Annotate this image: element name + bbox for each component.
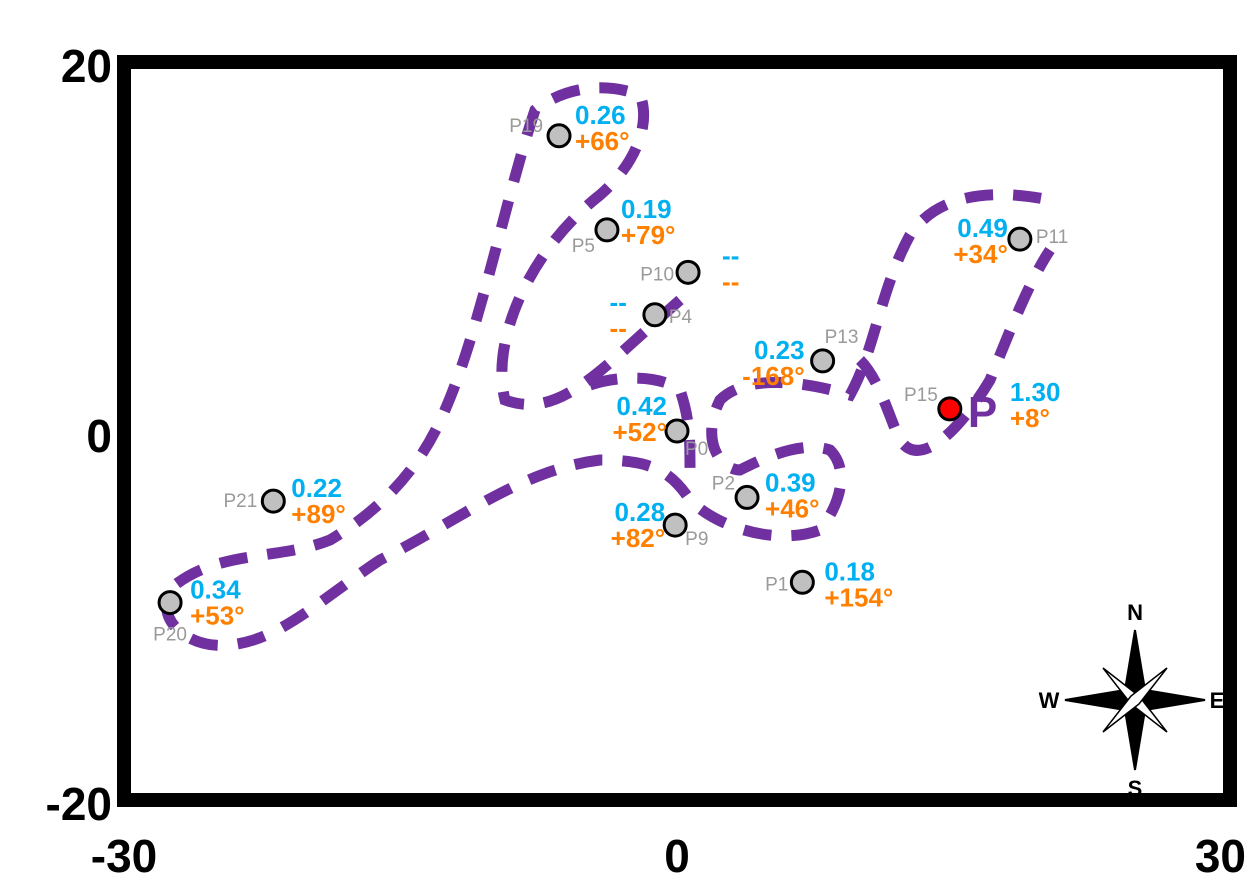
point-marker (662, 512, 688, 538)
point-magnitude: 0.34 (190, 575, 241, 605)
point-p0: P0 0.42+52° (612, 391, 708, 460)
point-direction: +66° (575, 126, 630, 156)
point-direction: +46° (765, 493, 820, 523)
compass-s: S (1128, 776, 1143, 801)
point-p9: P9 0.28+82° (611, 497, 709, 553)
point-name: P20 (153, 625, 187, 646)
y-tick-mid: 0 (86, 410, 112, 462)
point-magnitude: 0.39 (765, 467, 816, 497)
compass-e: E (1210, 688, 1225, 713)
point-name: P11 (1036, 227, 1068, 248)
point-name: P19 (509, 116, 543, 137)
x-tick-left: -30 (91, 830, 157, 879)
plot-frame (117, 55, 1237, 807)
contour-lines (161, 82, 1055, 651)
point-marker (937, 396, 963, 422)
point-p2: P2 0.39+46° (712, 467, 820, 523)
point-magnitude: 0.28 (615, 497, 666, 527)
points-layer: P00.42+52°P1 0.18+154°P2 0.39+46°P4----P50… (153, 100, 1068, 646)
point-direction: +53° (190, 601, 245, 631)
point-direction: +8° (1010, 403, 1050, 433)
point-direction: +34° (953, 239, 1008, 269)
point-p11: P11 0.49+34° (953, 213, 1068, 269)
point-name: P13 (825, 327, 859, 348)
point-marker (642, 302, 668, 328)
x-tick-mid: 0 (664, 830, 690, 879)
point-magnitude: 0.49 (957, 213, 1008, 243)
point-direction: +154° (824, 582, 893, 612)
compass-w: W (1039, 688, 1060, 713)
point-name: P21 (223, 491, 257, 512)
point-marker (810, 348, 836, 374)
point-magnitude: 1.30 (1010, 377, 1061, 407)
point-direction: +79° (621, 220, 676, 250)
point-magnitude: 0.18 (824, 556, 875, 586)
point-marker (157, 590, 183, 616)
point-p15: P15 1.30+8° P (904, 377, 1060, 437)
point-direction: +82° (611, 523, 666, 553)
point-name: P10 (640, 264, 674, 285)
y-tick-top: 20 (61, 40, 112, 92)
contour-outer (588, 246, 1055, 471)
point-marker (675, 259, 701, 285)
point-marker (546, 123, 572, 149)
point-p10: P10 ---- (640, 240, 739, 296)
point-magnitude: 0.22 (291, 473, 342, 503)
compass-diag2 (1102, 667, 1168, 733)
compass-rose: N S E W (1039, 600, 1225, 801)
point-name: P1 (765, 574, 788, 595)
point-marker (1007, 226, 1033, 252)
point-p13: P13 0.23-168° (742, 327, 858, 391)
highlight-label: P (968, 388, 997, 437)
point-direction: +52° (612, 417, 667, 447)
point-name: P9 (685, 529, 708, 550)
y-tick-bottom: -20 (46, 778, 112, 830)
point-magnitude: 0.26 (575, 100, 626, 130)
point-magnitude: -- (722, 240, 739, 270)
point-direction: -- (610, 313, 627, 343)
point-direction: -168° (742, 361, 804, 391)
point-direction: +89° (291, 499, 346, 529)
point-p21: P21 0.22+89° (223, 473, 345, 529)
point-marker (594, 217, 620, 243)
point-magnitude: -- (610, 287, 627, 317)
point-p5: P5 0.19+79° (572, 194, 676, 257)
x-tick-right: 30 (1195, 830, 1246, 879)
point-p19: P19 0.26+66° (509, 100, 629, 156)
point-marker (260, 488, 286, 514)
point-magnitude: 0.42 (616, 391, 667, 421)
point-name: P4 (669, 307, 693, 328)
point-marker (789, 569, 815, 595)
point-name: P0 (685, 439, 708, 460)
point-magnitude: 0.23 (754, 335, 805, 365)
contour-inner (161, 82, 1052, 651)
point-name: P2 (712, 473, 735, 494)
point-p1: P1 0.18+154° (765, 556, 893, 612)
point-marker (664, 418, 690, 444)
point-name: P5 (572, 236, 595, 257)
point-p4: P4 ---- (610, 287, 693, 343)
point-name: P15 (904, 385, 938, 406)
point-direction: -- (722, 266, 739, 296)
point-marker (734, 484, 760, 510)
compass-n: N (1127, 600, 1143, 625)
point-magnitude: 0.19 (621, 194, 672, 224)
